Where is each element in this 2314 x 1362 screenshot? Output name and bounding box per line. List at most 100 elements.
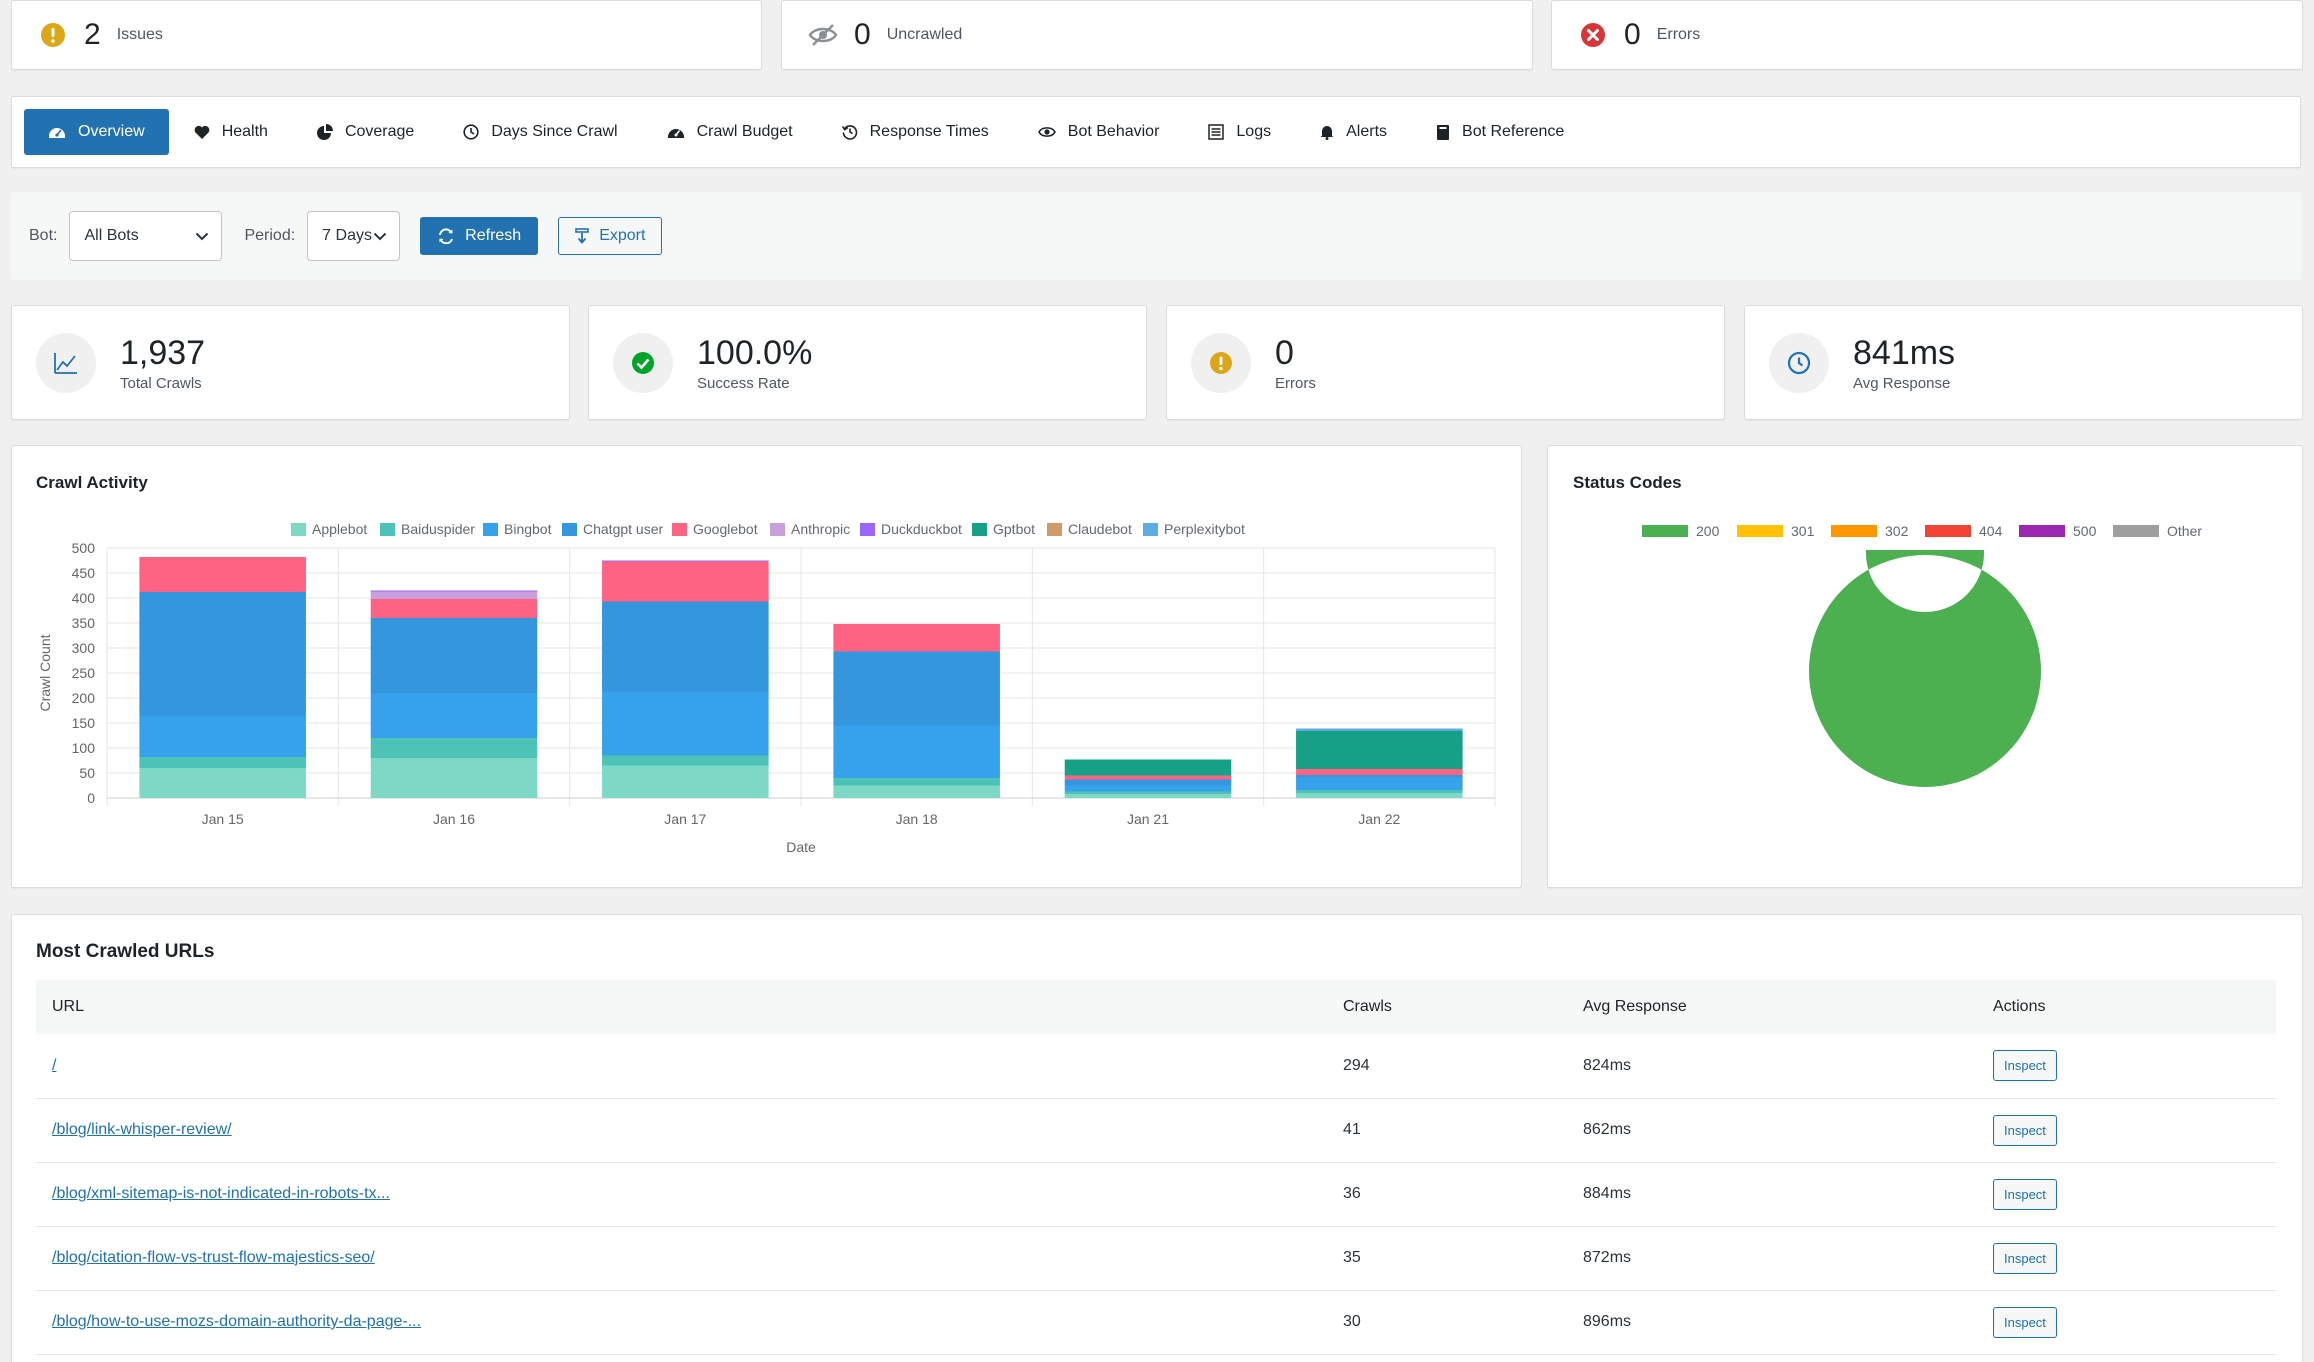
legend-item[interactable]: Bingbot bbox=[483, 521, 551, 537]
legend-item[interactable]: Googlebot bbox=[672, 521, 758, 537]
bar-segment bbox=[139, 716, 306, 757]
crawls-cell: 30 bbox=[1327, 1290, 1567, 1355]
crawl-activity-title: Crawl Activity bbox=[36, 473, 148, 492]
inspect-button[interactable]: Inspect bbox=[1993, 1050, 2057, 1082]
bar-segment bbox=[139, 592, 306, 716]
legend-swatch bbox=[291, 522, 306, 536]
period-select[interactable]: 7 Days bbox=[307, 211, 401, 261]
y-tick-label: 150 bbox=[72, 715, 96, 731]
most-crawled-table: URL Crawls Avg Response Actions / 294 82… bbox=[36, 980, 2276, 1355]
tab-bar: Overview Health Coverage Days Since Craw… bbox=[11, 96, 2301, 168]
refresh-label: Refresh bbox=[465, 227, 522, 244]
clock-icon bbox=[463, 124, 479, 140]
url-link[interactable]: / bbox=[52, 1056, 57, 1074]
table-row: /blog/xml-sitemap-is-not-indicated-in-ro… bbox=[36, 1162, 2276, 1227]
inspect-button[interactable]: Inspect bbox=[1993, 1306, 2057, 1338]
bar-segment bbox=[602, 560, 769, 562]
tab-coverage[interactable]: Coverage bbox=[293, 109, 438, 155]
legend-item[interactable]: Other bbox=[2113, 523, 2202, 539]
tab-bot-reference-label: Bot Reference bbox=[1462, 123, 1565, 140]
bar-segment bbox=[833, 725, 1000, 778]
legend-label: Baiduspider bbox=[401, 521, 475, 537]
legend-label: Duckduckbot bbox=[881, 521, 962, 537]
bar-segment bbox=[602, 755, 769, 766]
chart-line-icon bbox=[36, 332, 96, 393]
stat-success-rate: 100.0% Success Rate bbox=[588, 305, 1147, 420]
legend-item[interactable]: 302 bbox=[1831, 523, 1908, 539]
tab-alerts-label: Alerts bbox=[1346, 123, 1388, 140]
legend-item[interactable]: 200 bbox=[1642, 523, 1719, 539]
legend-item[interactable]: Claudebot bbox=[1047, 521, 1132, 537]
export-button[interactable]: Export bbox=[558, 217, 663, 255]
y-tick-label: 0 bbox=[87, 790, 95, 806]
tab-alerts[interactable]: Alerts bbox=[1296, 109, 1411, 155]
dashboard-icon bbox=[49, 128, 65, 138]
y-tick-label: 450 bbox=[72, 565, 96, 581]
legend-item[interactable]: Duckduckbot bbox=[860, 521, 962, 537]
inspect-button[interactable]: Inspect bbox=[1993, 1114, 2057, 1146]
bar-segment bbox=[370, 599, 538, 618]
bar-segment bbox=[370, 591, 538, 599]
refresh-icon bbox=[439, 228, 454, 244]
issues-summary[interactable]: 2 Issues bbox=[11, 0, 762, 70]
tab-overview[interactable]: Overview bbox=[24, 109, 169, 155]
legend-item[interactable]: Perplexitybot bbox=[1143, 521, 1245, 537]
uncrawled-count: 0 bbox=[854, 18, 871, 51]
url-link[interactable]: /blog/link-whisper-review/ bbox=[52, 1121, 232, 1138]
legend-label: 500 bbox=[2073, 523, 2097, 539]
legend-swatch bbox=[672, 522, 687, 536]
legend-item[interactable]: 301 bbox=[1737, 523, 1814, 539]
inspect-button[interactable]: Inspect bbox=[1993, 1178, 2057, 1210]
legend-item[interactable]: Baiduspider bbox=[380, 521, 475, 537]
bar-segment bbox=[833, 785, 1000, 798]
legend-swatch bbox=[860, 522, 875, 536]
refresh-button[interactable]: Refresh bbox=[420, 217, 539, 255]
table-row: / 294 824ms Inspect bbox=[36, 1034, 2276, 1099]
issues-label: Issues bbox=[116, 26, 163, 43]
legend-item[interactable]: Gptbot bbox=[972, 521, 1035, 537]
stat-avg-response: 841ms Avg Response bbox=[1744, 305, 2303, 420]
tab-bot-reference[interactable]: Bot Reference bbox=[1412, 109, 1588, 155]
bot-select-value: All Bots bbox=[84, 227, 139, 244]
tab-bot-behavior[interactable]: Bot Behavior bbox=[1014, 109, 1184, 155]
bar-segment bbox=[370, 693, 538, 738]
legend-label: Gptbot bbox=[993, 521, 1036, 537]
table-header-row: URL Crawls Avg Response Actions bbox=[36, 980, 2276, 1034]
tab-response-times[interactable]: Response Times bbox=[818, 109, 1013, 155]
legend-item[interactable]: Chatgpt user bbox=[562, 521, 663, 537]
tab-logs[interactable]: Logs bbox=[1184, 109, 1295, 155]
stat-errors-label: Errors bbox=[1275, 375, 1316, 392]
legend-item[interactable]: 404 bbox=[1925, 523, 2002, 539]
bot-select[interactable]: All Bots bbox=[69, 211, 223, 261]
legend-item[interactable]: Applebot bbox=[291, 521, 367, 537]
bar-segment bbox=[1064, 779, 1232, 786]
tab-health[interactable]: Health bbox=[170, 109, 292, 155]
bar-segment bbox=[1064, 785, 1232, 792]
bar-segment bbox=[1064, 759, 1232, 776]
chevron-down-icon bbox=[196, 232, 209, 240]
x-tick-label: Jan 16 bbox=[433, 811, 475, 827]
bar-segment bbox=[602, 691, 769, 756]
x-tick-label: Jan 15 bbox=[202, 811, 244, 827]
stat-avg-response-label: Avg Response bbox=[1853, 375, 1951, 392]
table-row: /blog/link-whisper-review/ 41 862ms Insp… bbox=[36, 1098, 2276, 1163]
bar-segment bbox=[1296, 769, 1463, 775]
legend-swatch bbox=[770, 522, 785, 536]
tab-days-since-crawl[interactable]: Days Since Crawl bbox=[439, 109, 641, 155]
bar-segment bbox=[833, 624, 1000, 652]
legend-swatch bbox=[1143, 522, 1158, 536]
x-tick-label: Jan 17 bbox=[664, 811, 706, 827]
tab-health-label: Health bbox=[221, 123, 268, 140]
y-tick-label: 300 bbox=[72, 640, 96, 656]
errors-summary[interactable]: 0 Errors bbox=[1551, 0, 2303, 70]
inspect-button[interactable]: Inspect bbox=[1993, 1242, 2057, 1274]
tab-overview-label: Overview bbox=[78, 123, 145, 140]
legend-item[interactable]: 500 bbox=[2019, 523, 2096, 539]
uncrawled-summary[interactable]: 0 Uncrawled bbox=[781, 0, 1533, 70]
url-link[interactable]: /blog/how-to-use-mozs-domain-authority-d… bbox=[52, 1313, 422, 1330]
legend-item[interactable]: Anthropic bbox=[770, 521, 850, 537]
tab-crawl-budget[interactable]: Crawl Budget bbox=[643, 109, 817, 155]
url-link[interactable]: /blog/xml-sitemap-is-not-indicated-in-ro… bbox=[52, 1185, 390, 1202]
url-link[interactable]: /blog/citation-flow-vs-trust-flow-majest… bbox=[52, 1249, 375, 1266]
crawls-cell: 41 bbox=[1327, 1098, 1567, 1163]
